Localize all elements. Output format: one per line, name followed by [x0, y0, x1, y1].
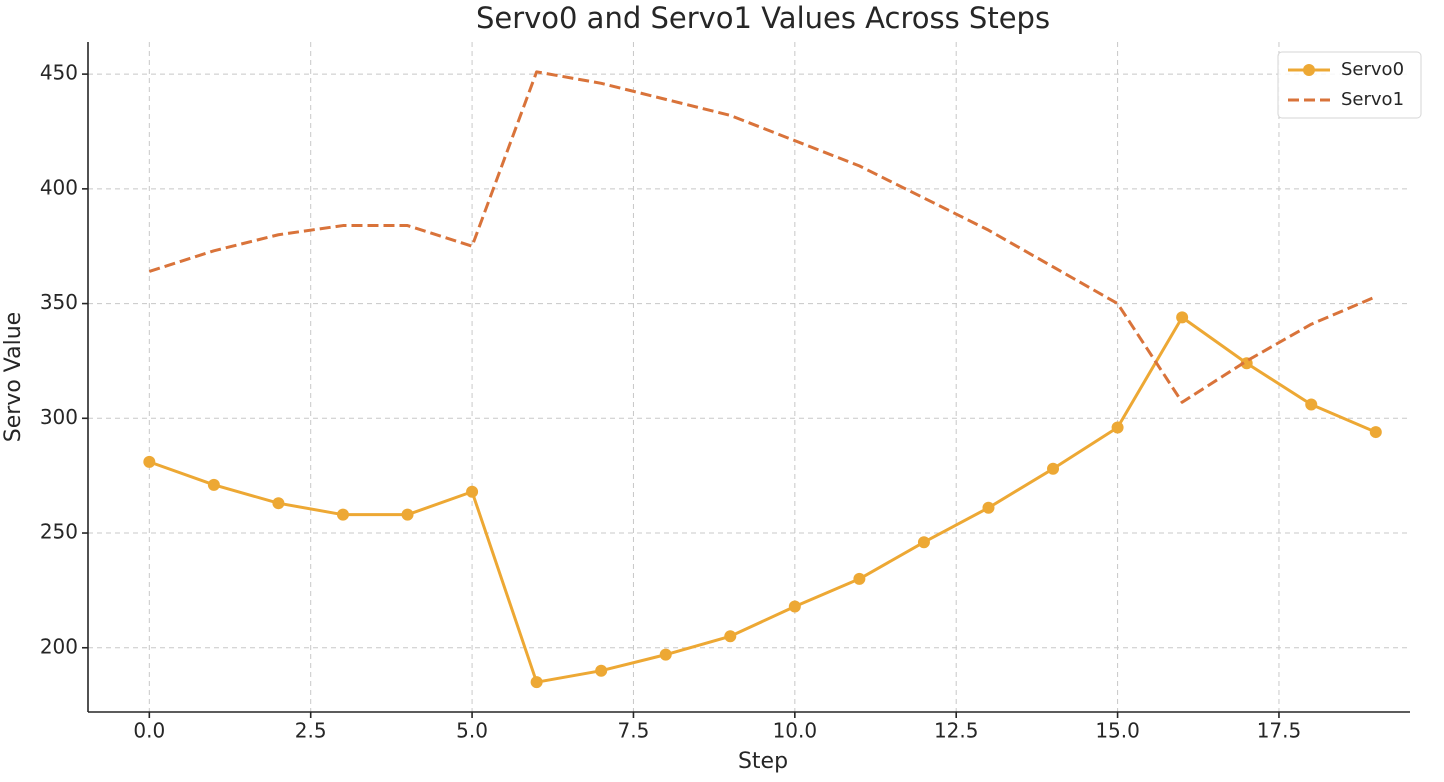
data-point [336, 508, 349, 521]
data-point [788, 600, 801, 613]
data-point [724, 630, 737, 643]
x-axis-label: Step [738, 749, 788, 774]
data-point [207, 478, 220, 491]
y-tick-label: 200 [40, 634, 78, 658]
x-tick-label: 7.5 [618, 719, 650, 743]
legend-label: Servo1 [1341, 89, 1404, 110]
legend-label: Servo0 [1341, 59, 1404, 80]
y-tick-label: 250 [40, 520, 78, 544]
series-line [148, 315, 1377, 684]
data-point [272, 497, 285, 510]
y-axis-label: Servo Value [1, 312, 26, 442]
data-point [1369, 426, 1382, 439]
x-tick-label: 12.5 [934, 719, 979, 743]
data-point [1111, 421, 1124, 434]
series-line [148, 70, 1377, 404]
x-tick-label: 5.0 [456, 719, 488, 743]
x-tick-label: 17.5 [1257, 719, 1302, 743]
y-tick-label: 350 [40, 290, 78, 314]
data-point [530, 676, 543, 689]
data-point [982, 501, 995, 514]
data-point [853, 572, 866, 585]
data-point [1305, 398, 1318, 411]
y-tick-label: 400 [40, 175, 78, 199]
data-point [1176, 311, 1189, 324]
data-point [401, 508, 414, 521]
data-point [595, 664, 608, 677]
y-tick-label: 450 [40, 61, 78, 85]
x-tick-label: 2.5 [295, 719, 327, 743]
x-tick-label: 10.0 [773, 719, 818, 743]
data-point [1047, 462, 1060, 475]
legend-marker [1303, 64, 1315, 76]
chart-title: Servo0 and Servo1 Values Across Steps [476, 1, 1050, 35]
data-point [466, 485, 479, 498]
y-tick-label: 300 [40, 405, 78, 429]
data-point [659, 648, 672, 661]
x-tick-label: 15.0 [1095, 719, 1140, 743]
data-point [917, 536, 930, 549]
x-tick-label: 0.0 [133, 719, 165, 743]
data-point [143, 455, 156, 468]
